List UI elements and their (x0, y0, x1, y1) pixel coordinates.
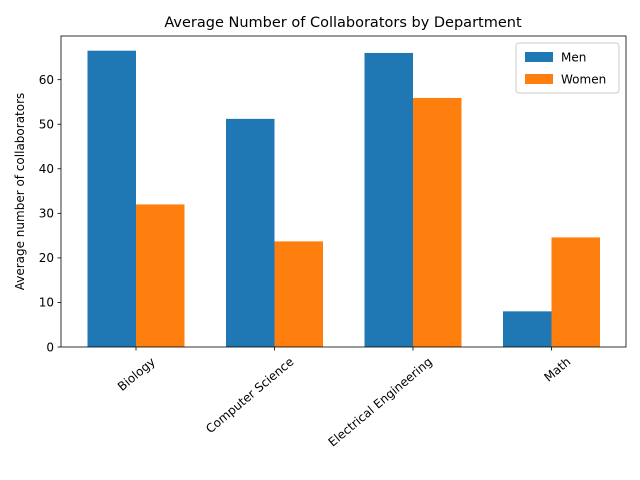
bar-women-math (551, 237, 600, 347)
bar-women-biology (136, 204, 185, 347)
bar-men-computer-science (226, 118, 275, 347)
x-tick-label: Biology (115, 355, 158, 394)
y-tick-label: 50 (39, 118, 54, 132)
x-tick-label: Computer Science (203, 355, 296, 436)
y-tick-label: 10 (39, 296, 54, 310)
legend: Men Women (515, 42, 620, 94)
legend-swatch-men (525, 52, 553, 62)
y-tick-label: 30 (39, 207, 54, 221)
plot-frame (60, 35, 627, 348)
legend-label-men: Men (561, 51, 586, 65)
bar-men-math (503, 311, 552, 347)
y-tick-label: 40 (39, 162, 54, 176)
legend-swatch-women (525, 74, 553, 84)
y-axis-label: Average number of collaborators (13, 93, 27, 291)
x-axis: Biology Computer Science Electrical Engine… (115, 347, 573, 449)
legend-label-women: Women (561, 73, 606, 87)
bar-men-electrical-engineering (364, 52, 413, 347)
bar-women-computer-science (274, 241, 323, 347)
y-tick-label: 60 (39, 73, 54, 87)
bar-women-electrical-engineering (413, 97, 462, 347)
bars-group (87, 50, 600, 348)
y-axis: 0 10 20 30 40 50 60 (39, 73, 61, 354)
y-tick-label: 20 (39, 251, 54, 265)
chart-title: Average Number of Collaborators by Depar… (164, 15, 522, 31)
bar-men-biology (87, 50, 136, 348)
x-tick-label: Math (541, 355, 573, 385)
x-tick-label: Electrical Engineering (326, 355, 435, 450)
y-tick-label: 0 (46, 340, 54, 354)
